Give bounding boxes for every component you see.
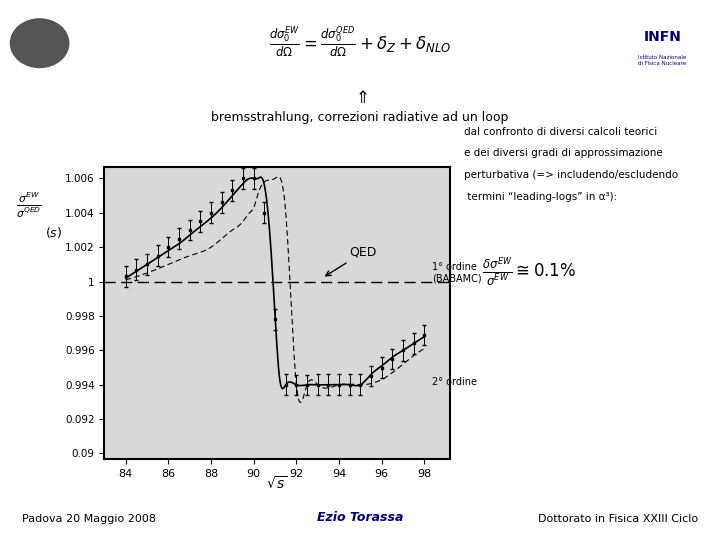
Text: Istituto Nazionale
di Fisica Nucleare: Istituto Nazionale di Fisica Nucleare: [638, 56, 687, 66]
Text: dal confronto di diversi calcoli teorici: dal confronto di diversi calcoli teorici: [464, 127, 657, 137]
Text: $\frac{\delta\sigma^{EW}}{\sigma^{EW}} \cong 0.1\%$: $\frac{\delta\sigma^{EW}}{\sigma^{EW}} \…: [482, 256, 576, 289]
Text: bremsstrahlung, correzioni radiative ad un loop: bremsstrahlung, correzioni radiative ad …: [211, 111, 509, 124]
Text: $\sqrt{s}$: $\sqrt{s}$: [266, 475, 288, 492]
Text: Ezio Torassa: Ezio Torassa: [317, 511, 403, 524]
Text: perturbativa (=> includendo/escludendo: perturbativa (=> includendo/escludendo: [464, 170, 678, 180]
Text: $(s)$: $(s)$: [45, 225, 63, 240]
Text: $\frac{\sigma^{EW}}{\sigma^{QED}}$: $\frac{\sigma^{EW}}{\sigma^{QED}}$: [16, 191, 42, 220]
Text: $\Uparrow$: $\Uparrow$: [352, 89, 368, 107]
Text: 1° ordine
(BABAMC): 1° ordine (BABAMC): [432, 262, 482, 284]
Text: Padova 20 Maggio 2008: Padova 20 Maggio 2008: [22, 514, 156, 524]
Text: QED: QED: [325, 246, 377, 276]
Text: e dei diversi gradi di approssimazione: e dei diversi gradi di approssimazione: [464, 148, 663, 159]
Text: Dottorato in Fisica XXIII Ciclo: Dottorato in Fisica XXIII Ciclo: [539, 514, 698, 524]
Text: INFN: INFN: [644, 30, 681, 44]
Text: $\frac{d\sigma_0^{EW}}{d\Omega} = \frac{d\sigma_0^{QED}}{d\Omega} + \delta_Z + \: $\frac{d\sigma_0^{EW}}{d\Omega} = \frac{…: [269, 24, 451, 60]
Text: termini “leading-logs” in α³):: termini “leading-logs” in α³):: [464, 192, 618, 202]
Circle shape: [11, 19, 69, 68]
Text: 2° ordine: 2° ordine: [432, 377, 477, 387]
